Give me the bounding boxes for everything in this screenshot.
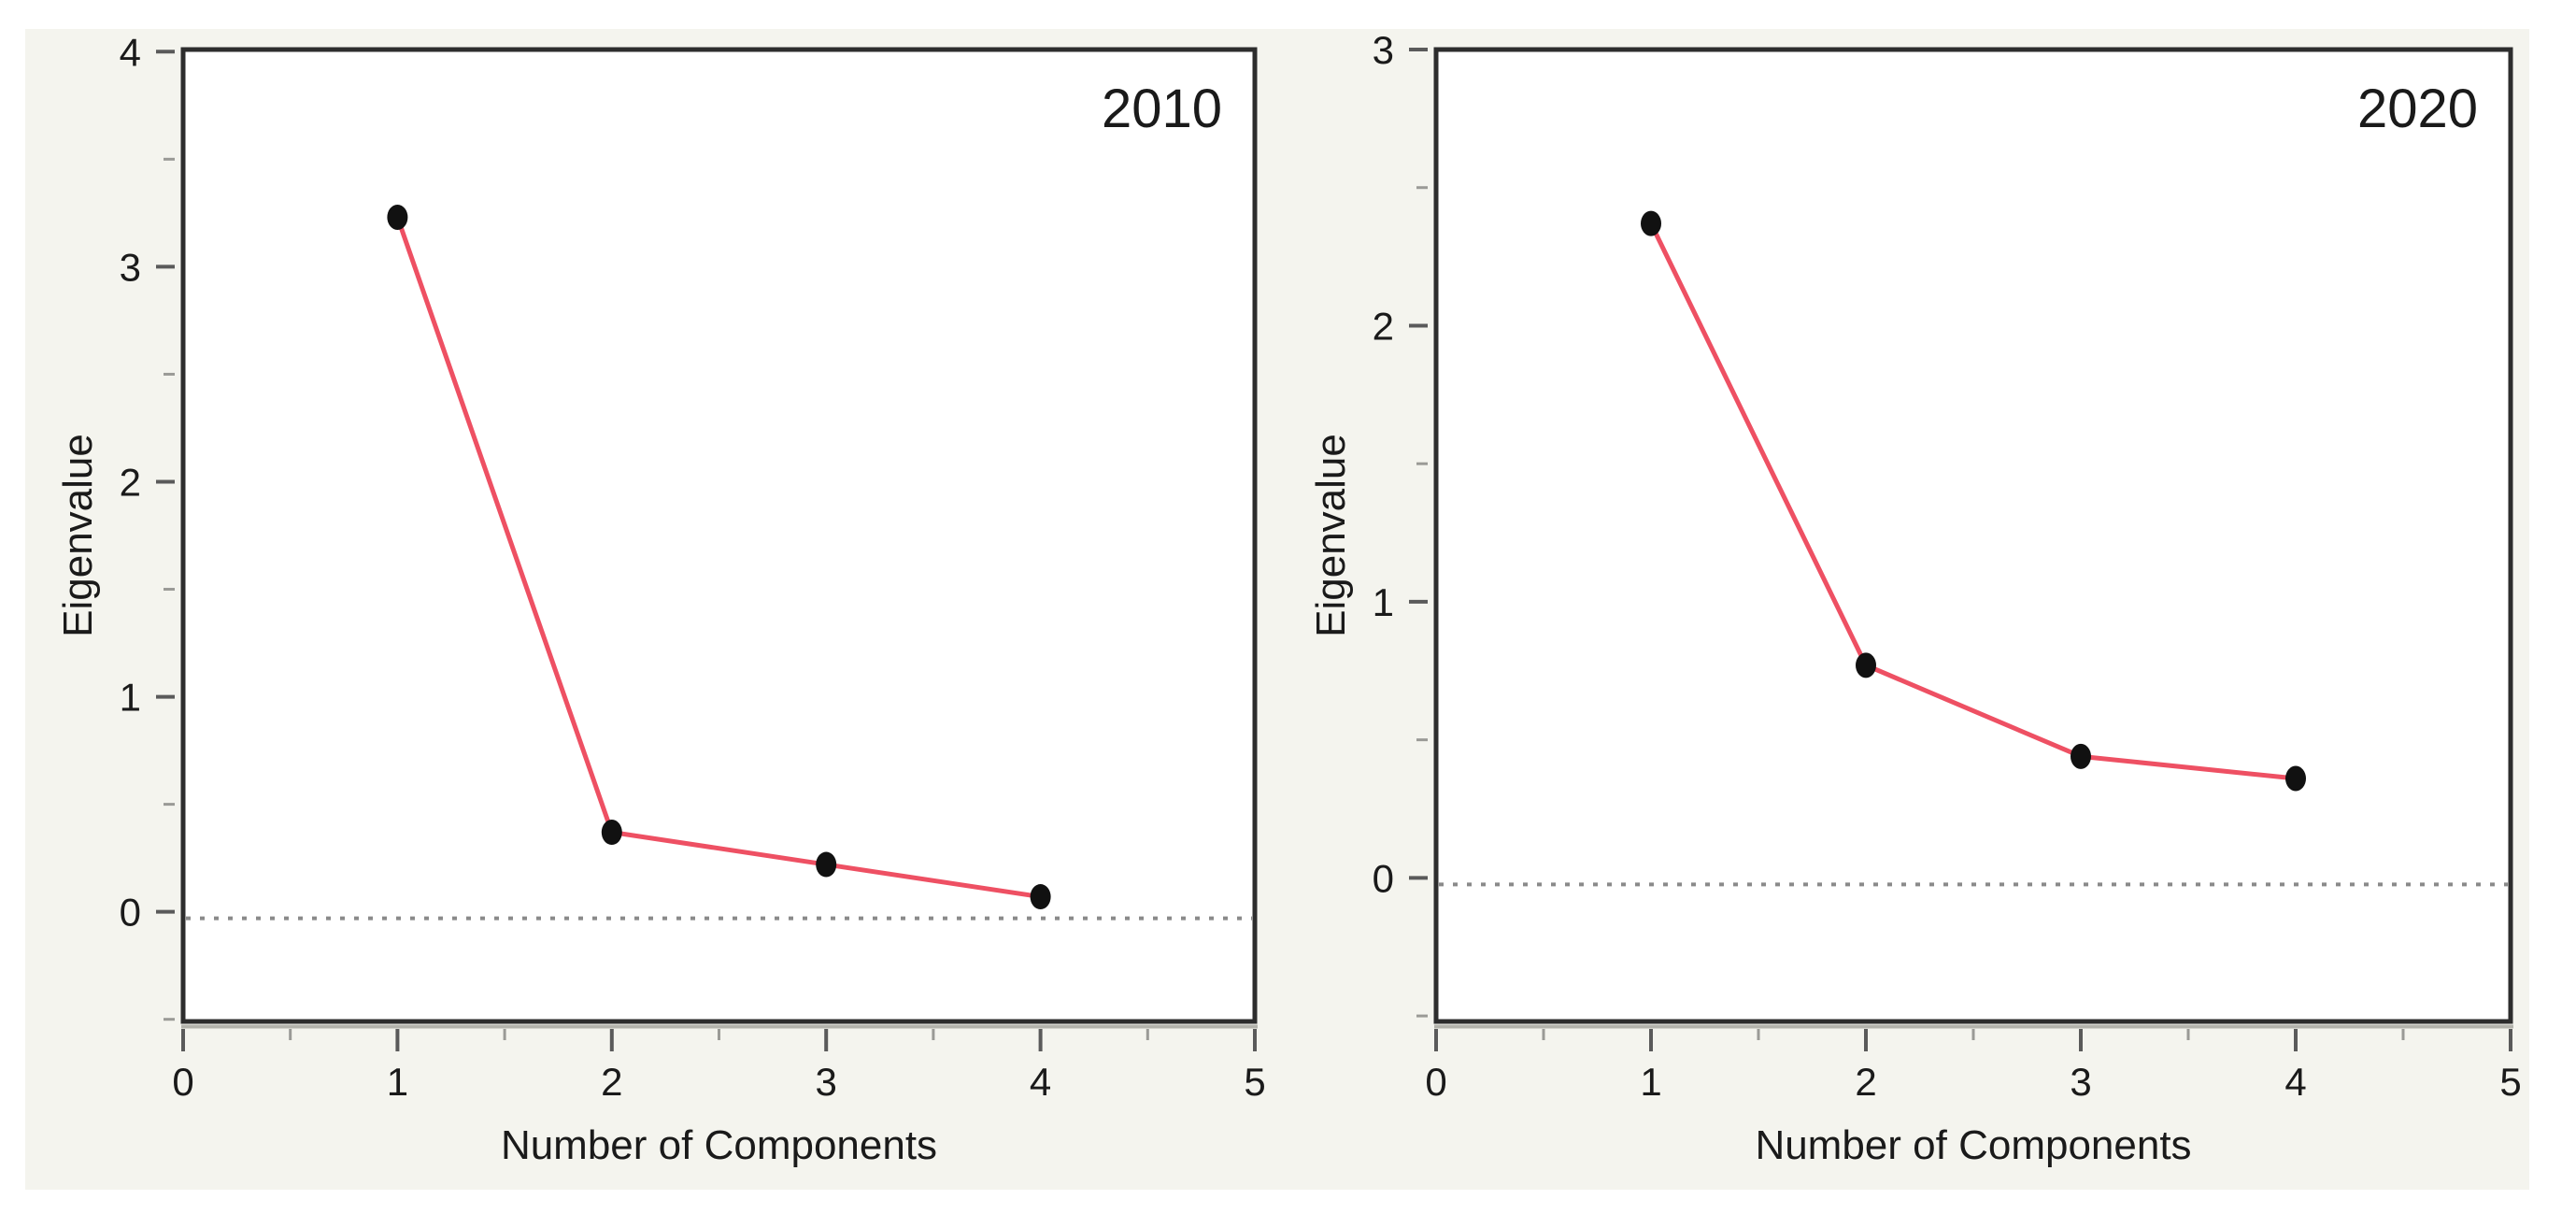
- y-axis-tick-label: 4: [120, 30, 141, 74]
- x-axis-title: Number of Components: [501, 1122, 937, 1168]
- data-point: [1030, 884, 1051, 910]
- x-axis-tick-label: 5: [2499, 1060, 2521, 1104]
- data-point: [2285, 765, 2306, 792]
- x-axis-tick-label: 0: [172, 1060, 193, 1104]
- scree-plot-panel-2020: 0 1 2 3 0 1 2 3 4 5 Number of Components Eigenvalue…: [1308, 28, 2522, 1168]
- y-axis-tick-label: 1: [1373, 580, 1394, 624]
- y-axis-title: Eigenvalue: [55, 434, 101, 637]
- panel-title: 2010: [1102, 79, 1222, 139]
- plot-area: [1436, 50, 2511, 1021]
- scree-plot-panel-2010: 0 1 2 3 4 0 1 2 3 4 5 Number of Components Eigenvalu…: [55, 30, 1266, 1168]
- eigenvalue-series-line: [1648, 222, 2297, 781]
- plot-frame: [1433, 47, 2513, 1024]
- y-axis-tick-label: 0: [1373, 856, 1394, 900]
- x-axis-tick-label: 4: [1030, 1060, 1051, 1104]
- x-axis-tick-label: 3: [2070, 1060, 2091, 1104]
- y-axis-tick-label: 3: [120, 245, 141, 289]
- y-axis-tick-label: 2: [1373, 304, 1394, 348]
- x-axis-tick-label: 5: [1244, 1060, 1265, 1104]
- x-axis-tick-label: 1: [1640, 1060, 1661, 1104]
- panel-title: 2020: [2357, 79, 2478, 139]
- y-axis-tick-label: 2: [120, 460, 141, 504]
- y-axis-tick-label: 1: [120, 676, 141, 720]
- x-axis-title: Number of Components: [1755, 1122, 2191, 1168]
- x-axis-tick-label: 2: [601, 1060, 622, 1104]
- data-point: [2071, 743, 2091, 769]
- x-axis-tick-label: 4: [2284, 1060, 2306, 1104]
- plot-area: [183, 50, 1255, 1021]
- eigenvalue-series-line: [395, 216, 1041, 900]
- y-axis-tick-label: 3: [1373, 28, 1394, 72]
- x-axis-tick-label: 1: [387, 1060, 408, 1104]
- plot-frame: [180, 47, 1258, 1024]
- x-axis-tick-label: 3: [816, 1060, 837, 1104]
- y-axis-title: Eigenvalue: [1308, 434, 1354, 637]
- data-point: [816, 851, 837, 878]
- x-axis-tick-label: 2: [1855, 1060, 1876, 1104]
- data-point: [1641, 210, 1661, 236]
- data-point: [601, 820, 622, 846]
- data-point: [1856, 652, 1876, 678]
- y-axis-tick-label: 0: [120, 891, 141, 935]
- data-point: [387, 204, 408, 230]
- x-axis-tick-label: 0: [1425, 1060, 1446, 1104]
